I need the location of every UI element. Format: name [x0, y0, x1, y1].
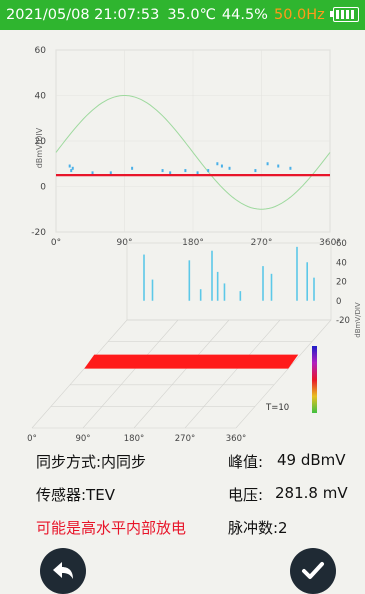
prps-y-tick-label: 20 — [336, 278, 347, 288]
battery-icon — [330, 7, 359, 22]
prps-back-wall — [126, 242, 332, 321]
status-datetime: 2021/05/08 21:07:53 — [6, 7, 160, 23]
prpd-chart-area: 60 40 20 0 -20 0° 90° 180° 270° 360° dBmV/DIV 60… — [27, 46, 362, 444]
pulse-count-text: 脉冲数:2 — [228, 519, 288, 537]
prps-y-tick-label: -20 — [336, 316, 350, 326]
data-point — [68, 164, 71, 168]
period-label: T=10 — [265, 403, 289, 413]
data-point — [91, 171, 94, 175]
status-temperature: 35.0℃ — [167, 7, 216, 23]
data-point — [277, 164, 280, 168]
prps-x-tick-label: 360° — [226, 434, 246, 444]
grid-line — [82, 319, 179, 429]
data-point — [216, 162, 219, 166]
data-point — [161, 169, 164, 173]
color-scale-bar — [312, 346, 317, 413]
data-point — [289, 166, 292, 170]
data-point — [207, 169, 210, 173]
prps-y-tick-label: 0 — [336, 297, 341, 307]
y-tick-label: 20 — [35, 137, 47, 147]
status-frequency: 50.0Hz — [273, 7, 325, 23]
prps-3d-chart: 60 40 20 0 -20 dBmV/DIV 0° 90° 180° 270° 360° T=… — [27, 239, 362, 444]
sync-mode-text: 同步方式:内同步 — [36, 453, 147, 471]
data-point — [109, 171, 112, 175]
x-tick-label: 0° — [51, 238, 61, 248]
y-tick-label: 40 — [35, 92, 47, 102]
data-point — [71, 166, 74, 170]
voltage-label: 电压: — [228, 486, 264, 504]
grid-line — [235, 319, 332, 429]
peak-label: 峰值: — [228, 453, 264, 471]
diagnosis-text: 可能是高水平内部放电 — [36, 519, 187, 537]
peak-value: 49 dBmV — [277, 451, 346, 469]
data-point — [266, 162, 269, 166]
prps-y-axis-label: dBmV/DIV — [354, 302, 362, 338]
y-tick-label: -20 — [31, 228, 46, 238]
prps-x-tick-label: 0° — [27, 434, 37, 444]
x-tick-label: 90° — [117, 238, 133, 248]
data-point — [70, 169, 73, 173]
status-bar: 2021/05/08 21:07:53 35.0℃ 44.5% 50.0Hz — [0, 0, 365, 30]
prps-y-tick-label: 60 — [336, 239, 347, 249]
data-point — [131, 166, 134, 170]
prps-y-tick-label: 40 — [336, 258, 347, 268]
data-point — [196, 171, 199, 175]
data-point — [254, 169, 257, 173]
confirm-button[interactable] — [290, 548, 336, 594]
data-point — [184, 169, 187, 173]
grid-line — [133, 319, 230, 429]
data-point — [169, 171, 172, 175]
data-point — [228, 166, 231, 170]
y-tick-label: 60 — [35, 46, 47, 56]
check-icon — [302, 562, 324, 579]
grid-line — [31, 319, 128, 429]
status-humidity: 44.5% — [221, 7, 268, 23]
back-arrow-icon — [53, 562, 73, 579]
prps-x-tick-label: 180° — [124, 434, 144, 444]
prps-base-plane — [84, 354, 299, 369]
back-button[interactable] — [40, 548, 86, 594]
prps-x-tick-label: 90° — [75, 434, 90, 444]
grid-line — [184, 319, 281, 429]
y-axis-label: dBmV/DIV — [35, 127, 44, 168]
reference-sine-curve — [55, 95, 331, 210]
voltage-value: 281.8 mV — [275, 484, 348, 502]
data-point — [220, 164, 223, 168]
y-tick-label: 0 — [40, 183, 46, 193]
sensor-text: 传感器:TEV — [36, 486, 115, 504]
prps-x-tick-label: 270° — [175, 434, 195, 444]
